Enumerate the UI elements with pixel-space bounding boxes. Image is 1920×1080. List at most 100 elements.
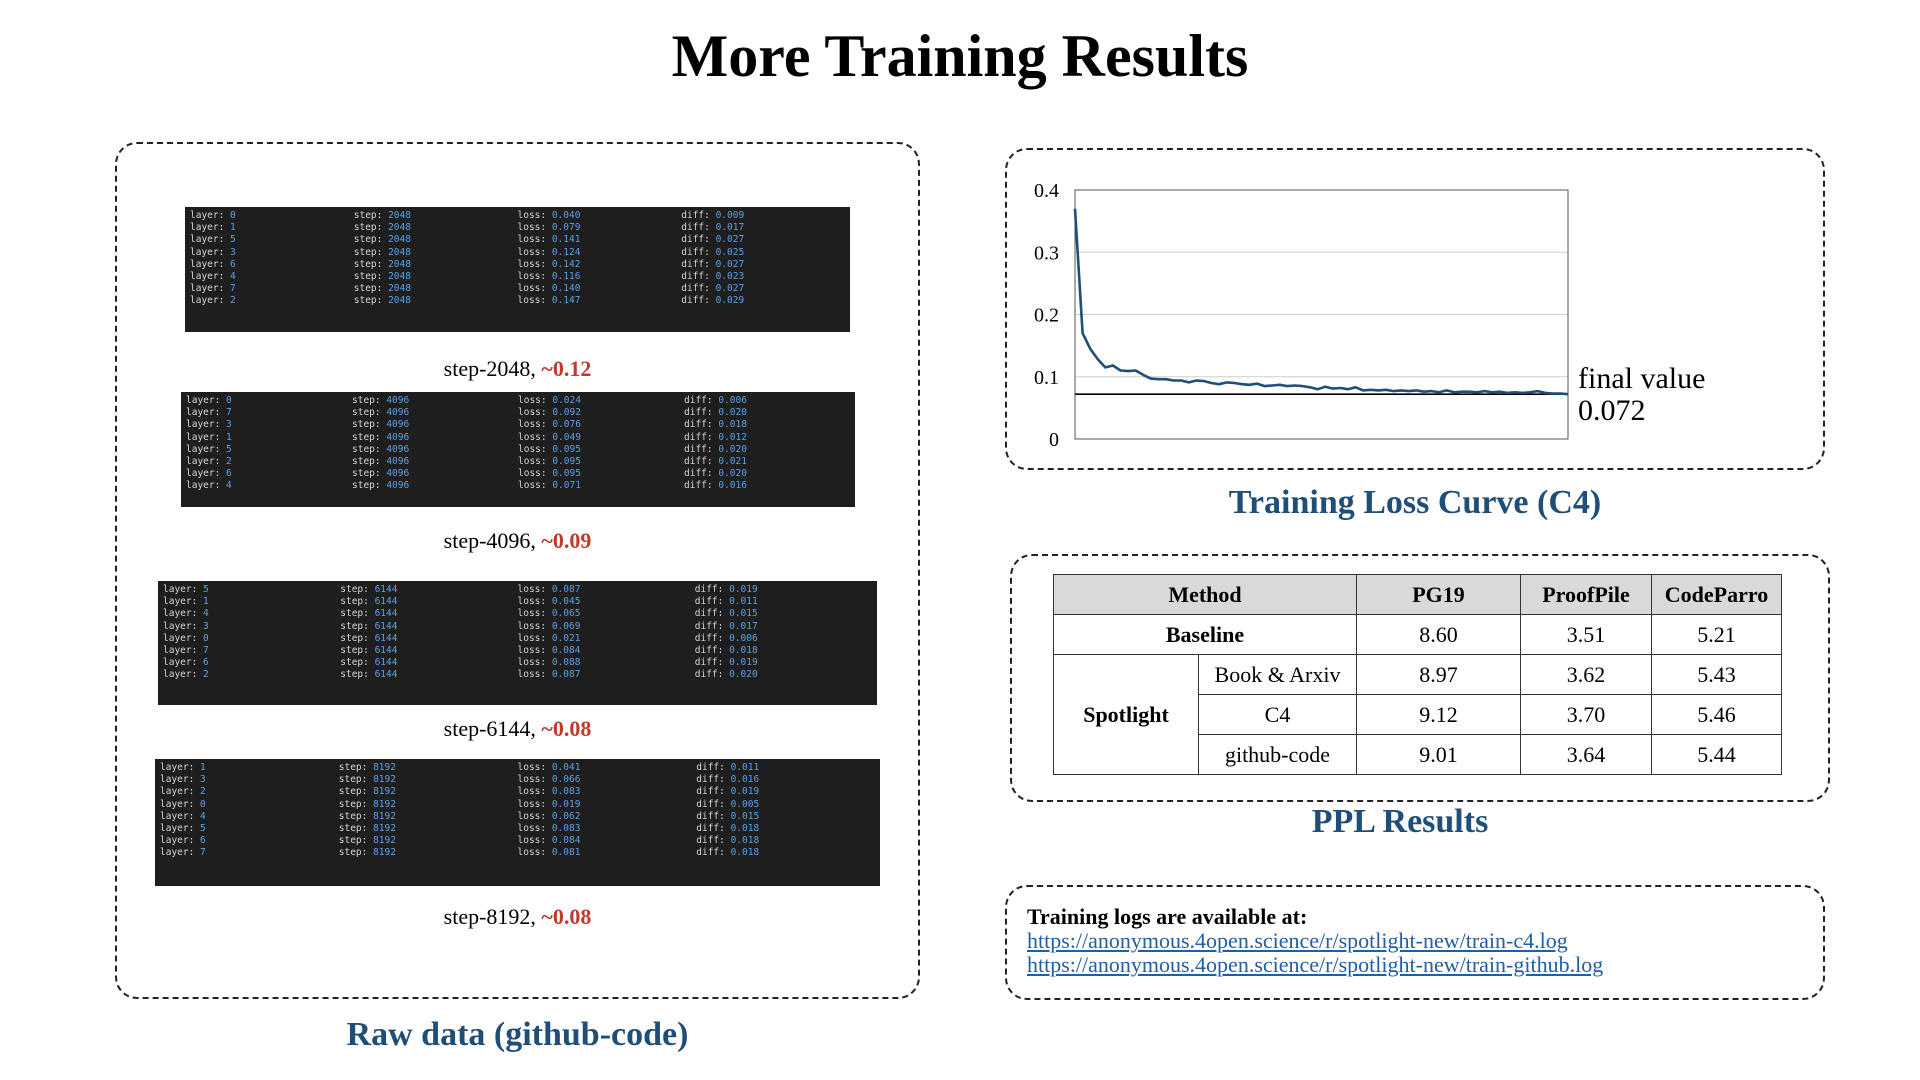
log-line: layer: 4 step: 8192 loss: 0.062 diff: 0.015: [160, 811, 875, 823]
log-link-c4[interactable]: https://anonymous.4open.science/r/spotli…: [1027, 928, 1568, 953]
log-field-loss: loss: 0.084: [517, 645, 581, 657]
log-field-loss: loss: 0.095: [518, 456, 581, 468]
log-field-loss: loss: 0.087: [517, 669, 581, 681]
log-field-step: step: 2048: [353, 246, 411, 258]
cell-value: 5.43: [1651, 654, 1782, 695]
log-field-step: step: 6144: [340, 669, 398, 681]
log-line: layer: 0 step: 4096 loss: 0.024 diff: 0.006: [186, 395, 850, 407]
header-method: Method: [1053, 574, 1357, 615]
log-line: layer: 2 step: 2048 loss: 0.147 diff: 0.029: [190, 295, 845, 307]
log-field-loss: loss: 0.084: [517, 835, 581, 847]
log-field-layer: layer: 3: [160, 774, 206, 786]
table-row: github-code 9.01 3.64 5.44: [1054, 734, 1782, 775]
terminal-log-block: layer: 1 step: 8192 loss: 0.041 diff: 0.011…: [155, 759, 880, 886]
row-method: Spotlight: [1053, 654, 1199, 775]
log-line: layer: 5 step: 4096 loss: 0.095 diff: 0.020: [186, 444, 850, 456]
log-field-loss: loss: 0.095: [518, 468, 581, 480]
log-field-diff: diff: 0.027: [681, 234, 745, 246]
terminal-log-block: layer: 0 step: 2048 loss: 0.040 diff: 0.009…: [185, 207, 850, 332]
log-field-layer: layer: 4: [163, 608, 209, 620]
loss-series-line: [1073, 208, 1569, 396]
log-field-layer: layer: 7: [163, 645, 209, 657]
log-field-step: step: 8192: [338, 835, 396, 847]
log-field-loss: loss: 0.142: [517, 258, 581, 270]
log-line: layer: 7 step: 2048 loss: 0.140 diff: 0.027: [190, 283, 845, 295]
table-row: Spotlight Book & Arxiv 8.97 3.62 5.43: [1053, 654, 1782, 775]
log-line: layer: 1 step: 2048 loss: 0.079 diff: 0.017: [190, 222, 845, 234]
log-line: layer: 5 step: 6144 loss: 0.087 diff: 0.019: [163, 584, 872, 596]
log-line: layer: 7 step: 8192 loss: 0.081 diff: 0.018: [160, 847, 875, 859]
cell-value: 8.60: [1356, 614, 1521, 655]
loss-curve-panel: [1005, 148, 1825, 470]
log-field-diff: diff: 0.015: [696, 810, 760, 822]
log-field-step: step: 2048: [353, 222, 411, 234]
log-field-layer: layer: 6: [186, 468, 232, 480]
log-field-loss: loss: 0.095: [518, 443, 581, 455]
log-field-layer: layer: 0: [190, 210, 236, 221]
log-field-layer: layer: 4: [160, 810, 206, 822]
log-field-loss: loss: 0.083: [517, 823, 581, 835]
log-line: layer: 1 step: 8192 loss: 0.041 diff: 0.011: [160, 762, 875, 774]
log-field-step: step: 2048: [353, 234, 411, 246]
y-tick-label: 0.3: [1034, 242, 1059, 264]
log-link-github[interactable]: https://anonymous.4open.science/r/spotli…: [1027, 952, 1604, 977]
final-value-number: 0.072: [1578, 394, 1646, 427]
log-field-diff: diff: 0.017: [681, 222, 745, 234]
log-line: layer: 6 step: 4096 loss: 0.095 diff: 0.020: [186, 468, 850, 480]
log-line: layer: 6 step: 8192 loss: 0.084 diff: 0.018: [160, 835, 875, 847]
page-title: More Training Results: [671, 23, 1249, 89]
step-label: step-6144,: [443, 716, 542, 741]
step-delta: ~0.08: [541, 904, 592, 929]
log-line: layer: 0 step: 6144 loss: 0.021 diff: 0.006: [163, 633, 872, 645]
step-label: step-2048,: [443, 356, 542, 381]
log-field-layer: layer: 5: [186, 443, 232, 455]
log-field-layer: layer: 2: [186, 456, 232, 468]
log-line: layer: 4 step: 4096 loss: 0.071 diff: 0.016: [186, 480, 850, 492]
log-field-layer: layer: 5: [163, 584, 209, 595]
row-dataset: Book & Arxiv: [1198, 654, 1357, 695]
log-field-loss: loss: 0.079: [517, 222, 581, 234]
log-field-step: step: 4096: [352, 407, 410, 419]
log-field-layer: layer: 5: [190, 234, 236, 246]
log-line: layer: 4 step: 6144 loss: 0.065 diff: 0.015: [163, 608, 872, 620]
log-field-loss: loss: 0.092: [518, 407, 581, 419]
log-field-layer: layer: 7: [190, 283, 236, 295]
log-field-loss: loss: 0.049: [518, 431, 581, 443]
raw-data-caption: Raw data (github-code): [346, 1016, 689, 1053]
log-field-loss: loss: 0.045: [517, 596, 581, 608]
log-field-loss: loss: 0.021: [517, 632, 581, 644]
log-field-loss: loss: 0.088: [517, 657, 581, 669]
ppl-table: Method PG19 ProofPile CodeParro Baseline…: [1053, 574, 1782, 775]
log-line: layer: 3 step: 2048 loss: 0.124 diff: 0.025: [190, 247, 845, 259]
log-field-loss: loss: 0.140: [517, 283, 581, 295]
log-field-loss: loss: 0.141: [517, 234, 581, 246]
cell-value: 9.12: [1356, 694, 1521, 735]
log-field-diff: diff: 0.025: [681, 246, 745, 258]
log-field-diff: diff: 0.018: [694, 645, 758, 657]
log-field-loss: loss: 0.069: [517, 620, 581, 632]
log-field-layer: layer: 7: [186, 407, 232, 419]
log-field-step: step: 2048: [353, 271, 411, 283]
log-field-step: step: 6144: [340, 645, 398, 657]
row-dataset: github-code: [1198, 734, 1357, 775]
log-field-step: step: 6144: [340, 584, 398, 595]
log-field-step: step: 4096: [352, 419, 410, 431]
log-field-diff: diff: 0.009: [681, 210, 745, 221]
log-field-diff: diff: 0.017: [694, 620, 758, 632]
log-line: layer: 7 step: 4096 loss: 0.092 diff: 0.020: [186, 407, 850, 419]
log-field-step: step: 8192: [338, 823, 396, 835]
log-field-diff: diff: 0.023: [681, 271, 745, 283]
log-field-step: step: 2048: [353, 258, 411, 270]
log-field-layer: layer: 3: [190, 246, 236, 258]
log-field-step: step: 2048: [353, 210, 411, 221]
step-caption: step-8192, ~0.08: [115, 904, 920, 930]
log-field-diff: diff: 0.018: [696, 847, 760, 859]
log-field-step: step: 8192: [338, 762, 396, 773]
log-line: layer: 6 step: 6144 loss: 0.088 diff: 0.019: [163, 657, 872, 669]
log-field-loss: loss: 0.066: [517, 774, 581, 786]
log-field-step: step: 8192: [338, 847, 396, 859]
log-field-diff: diff: 0.020: [684, 468, 747, 480]
log-field-step: step: 6144: [340, 608, 398, 620]
log-field-layer: layer: 2: [163, 669, 209, 681]
